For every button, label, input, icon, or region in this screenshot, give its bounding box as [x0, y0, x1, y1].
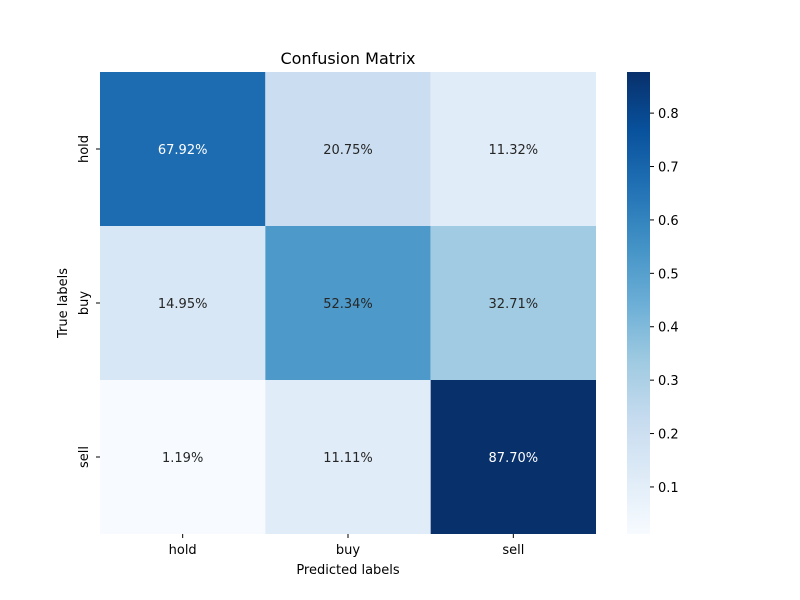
chart-title: Confusion Matrix — [280, 49, 415, 68]
colorbar-tick-label: 0.4 — [658, 321, 679, 336]
colorbar-tick-label: 0.1 — [658, 481, 679, 496]
colorbar-tick-label: 0.7 — [658, 161, 679, 176]
cell-value-label: 11.32% — [489, 143, 539, 158]
colorbar-tick-label: 0.6 — [658, 214, 679, 229]
x-axis-label: Predicted labels — [296, 563, 400, 578]
heatmap-cell — [430, 226, 596, 380]
heatmap-cell — [265, 72, 431, 226]
y-axis-ticks: hold buy sell — [77, 135, 100, 468]
cell-value-label: 87.70% — [489, 451, 539, 466]
colorbar — [627, 72, 650, 534]
x-axis-ticks: hold buy sell — [169, 534, 524, 558]
cell-value-label: 20.75% — [323, 143, 373, 158]
y-tick-label: hold — [77, 135, 92, 163]
colorbar-tick-label: 0.2 — [658, 428, 679, 443]
cell-value-label: 11.11% — [323, 451, 373, 466]
heatmap-cell — [430, 72, 596, 226]
heatmap-cell — [265, 226, 431, 380]
colorbar-tick-label: 0.5 — [658, 267, 679, 282]
colorbar-tick-label: 0.3 — [658, 374, 679, 389]
cell-value-label: 32.71% — [489, 297, 539, 312]
colorbar-ticks: 0.1 0.2 0.3 0.4 0.5 0.6 0.7 0.8 — [650, 107, 679, 496]
heatmap-cell — [100, 226, 266, 380]
y-tick-label: buy — [77, 291, 92, 315]
heatmap-cell — [100, 380, 266, 534]
cell-value-label: 1.19% — [162, 451, 203, 466]
x-tick-label: hold — [169, 543, 197, 558]
y-tick-label: sell — [77, 446, 92, 468]
colorbar-tick-label: 0.8 — [658, 107, 679, 122]
heatmap-cell — [100, 72, 266, 226]
x-tick-label: sell — [502, 543, 524, 558]
cell-value-label: 14.95% — [158, 297, 208, 312]
cell-value-label: 67.92% — [158, 143, 208, 158]
heatmap-cell — [265, 380, 431, 534]
heatmap-cells: 67.92% 20.75% 11.32% 14.95% 52.34% 32.71% 1.19… — [100, 72, 596, 534]
y-axis-label: True labels — [56, 268, 71, 339]
x-tick-label: buy — [336, 543, 360, 558]
cell-value-label: 52.34% — [323, 297, 373, 312]
heatmap-cell — [430, 380, 596, 534]
